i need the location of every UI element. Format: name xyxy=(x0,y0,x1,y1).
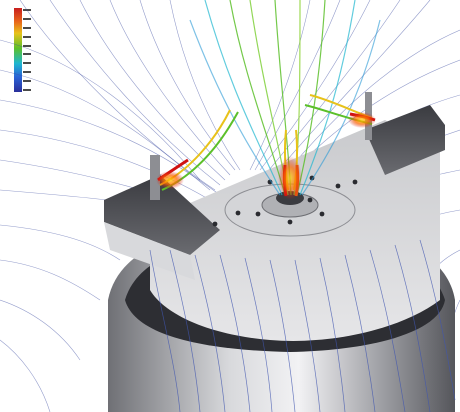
disk-holes xyxy=(212,175,358,227)
left-jet-glow xyxy=(156,171,184,189)
right-jet-glow xyxy=(348,112,376,128)
left-wall-top xyxy=(104,222,195,280)
color-scale-bar xyxy=(14,8,22,92)
foreground-streamlines xyxy=(149,239,456,412)
left-post xyxy=(150,155,160,200)
right-wall xyxy=(365,105,445,175)
left-wall xyxy=(104,175,220,255)
central-jet-glow xyxy=(278,156,302,200)
